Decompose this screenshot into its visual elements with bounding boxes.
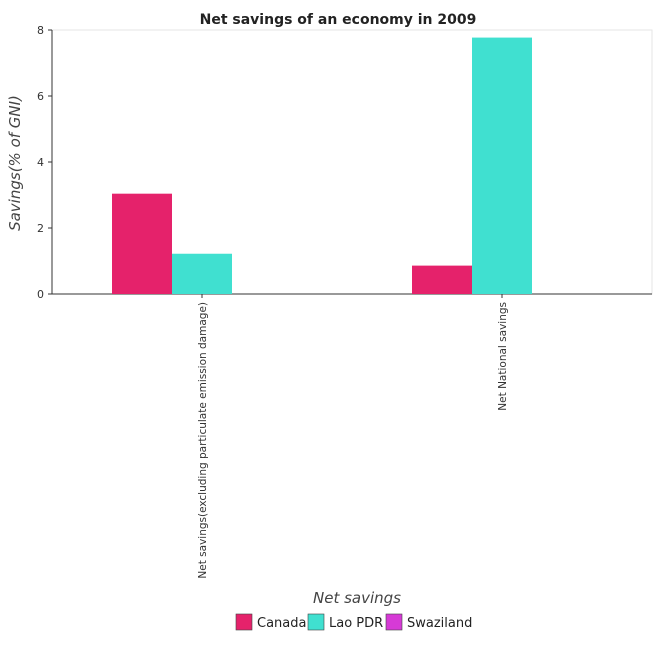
x-category-label: Net savings(excluding particulate emissi… [197,302,209,579]
bar-canada [412,265,472,294]
legend: Canada Lao PDR Swaziland [235,613,472,631]
bar-canada [112,193,172,294]
y-tick-label: 6 [37,90,44,103]
y-tick-label: 4 [37,156,44,169]
legend-swatch [235,613,253,631]
legend-item-lao-pdr: Lao PDR [307,613,383,631]
x-category-label: Net National savings [497,302,509,411]
bars-group [112,37,532,295]
x-axis-label: Net savings [313,589,401,607]
legend-swatch [307,613,325,631]
bar-lao-pdr [472,37,532,295]
y-axis: 0 2 4 6 8 [37,24,52,301]
legend-label: Swaziland [407,616,472,631]
legend-label: Canada [257,616,306,631]
y-tick-label: 0 [37,288,44,301]
y-tick-label: 8 [37,24,44,37]
legend-swatch [385,613,403,631]
y-axis-label: Savings(% of GNI) [6,95,24,231]
chart-title: Net savings of an economy in 2009 [200,12,477,28]
bar-lao-pdr [172,253,232,294]
x-axis: Net savings(excluding particulate emissi… [197,294,509,579]
legend-item-swaziland: Swaziland [385,613,472,631]
y-tick-label: 2 [37,222,44,235]
legend-item-canada: Canada [235,613,306,631]
legend-label: Lao PDR [329,616,383,631]
